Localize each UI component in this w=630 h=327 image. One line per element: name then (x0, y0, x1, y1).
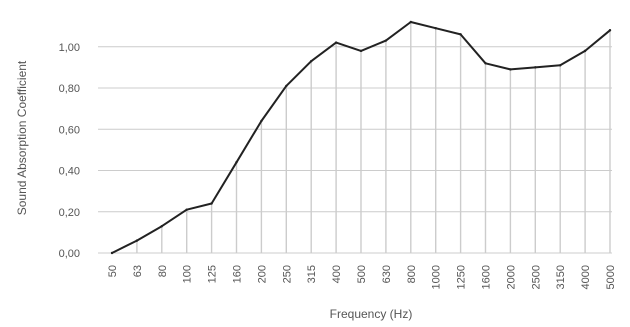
data-point (334, 41, 338, 44)
y-tick-label: 0,00 (59, 248, 80, 260)
data-point (285, 84, 288, 88)
x-tick-label: 2000 (505, 265, 517, 289)
y-tick-label: 0,80 (59, 83, 80, 95)
x-tick-label: 160 (232, 265, 244, 283)
data-point (459, 33, 462, 36)
x-tick-label: 1250 (456, 265, 468, 289)
data-point (534, 66, 537, 69)
data-point (359, 49, 363, 53)
data-point (608, 29, 612, 32)
data-point (235, 161, 238, 164)
vertical-drop-lines (136, 22, 611, 253)
data-point (384, 39, 388, 42)
x-tick-label: 3150 (555, 265, 567, 289)
y-tick-label: 0,20 (59, 207, 80, 219)
series-layer (110, 20, 612, 255)
x-tick-label: 50 (107, 265, 119, 277)
x-tick-label: 63 (132, 265, 144, 277)
y-axis-title: Sound Absorption Coefficient (15, 60, 29, 215)
y-tick-label: 1,00 (59, 42, 80, 54)
data-point (484, 62, 487, 65)
x-tick-label: 200 (256, 265, 268, 283)
x-tick-label: 315 (306, 265, 318, 283)
x-tick-label: 80 (157, 265, 169, 277)
data-point (260, 119, 263, 123)
data-point (434, 26, 437, 30)
data-point (135, 239, 139, 242)
x-tick-label: 1600 (481, 265, 493, 289)
data-point (583, 49, 587, 53)
x-tick-label: 2500 (530, 265, 542, 289)
x-tick-label: 100 (182, 265, 194, 283)
data-point (160, 224, 163, 228)
data-point (310, 59, 313, 63)
data-point (559, 64, 562, 67)
data-point (210, 202, 213, 205)
x-axis-ticks: 50 63 80 100 125 160 200 250 315 400 500 630 800 1000… (107, 265, 617, 289)
y-tick-label: 0,60 (59, 124, 80, 136)
data-point (185, 208, 188, 211)
x-tick-label: 4000 (580, 265, 592, 289)
y-axis-ticks: 0,00 0,20 0,40 0,60 0,80 1,00 (59, 42, 80, 260)
x-tick-label: 400 (331, 265, 343, 283)
x-axis-title: Frequency (Hz) (330, 307, 413, 321)
x-tick-label: 800 (406, 265, 418, 283)
x-tick-label: 125 (207, 265, 219, 283)
y-tick-label: 0,40 (59, 166, 80, 178)
x-tick-label: 5000 (605, 265, 617, 289)
x-tick-label: 500 (356, 265, 368, 283)
data-point (509, 68, 512, 71)
data-point (409, 20, 412, 24)
data-point (110, 251, 114, 255)
x-tick-label: 630 (381, 265, 393, 283)
x-tick-label: 250 (281, 265, 293, 283)
x-tick-label: 1000 (431, 265, 443, 289)
